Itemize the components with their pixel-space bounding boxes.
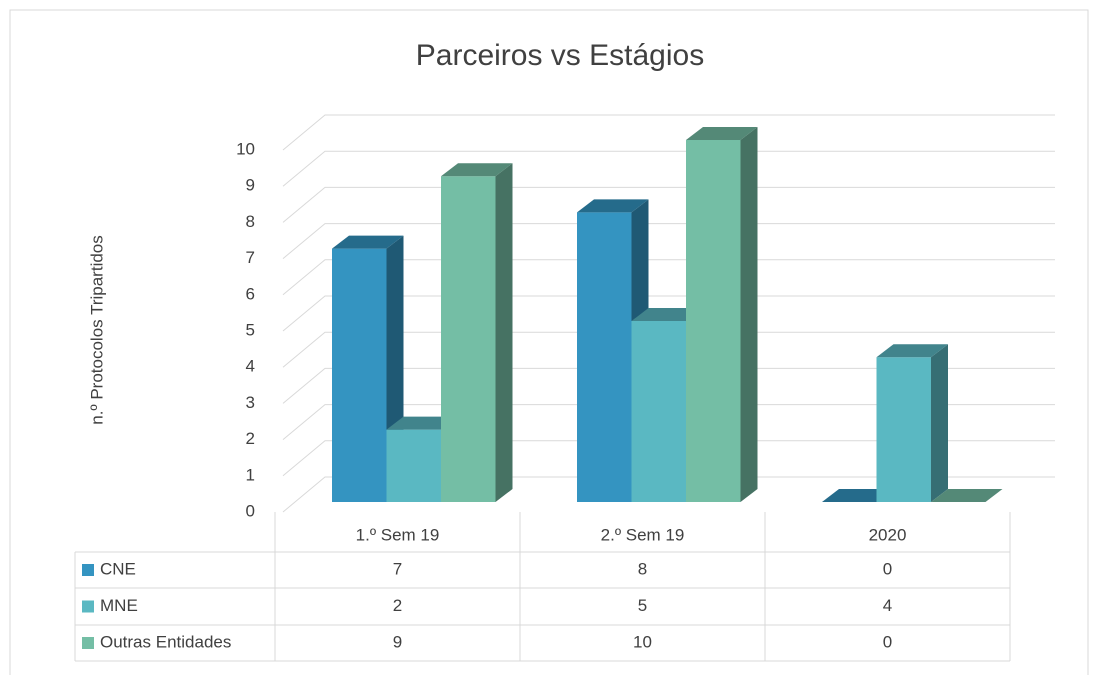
x-tick-label: 1.º Sem 19 [356,525,440,544]
table-value: 10 [633,632,652,651]
y-tick-label: 3 [246,393,255,412]
bar-front [686,140,741,502]
bar [686,127,758,502]
bar-top [631,308,703,321]
table-value: 8 [638,559,647,578]
chart-border [9,9,1089,680]
grid-line [282,404,1055,440]
bar-top [577,199,649,213]
bar-top [931,489,1003,502]
legend-key [82,600,94,613]
grid-line [282,440,1055,477]
table-value: 2 [393,596,402,615]
bar-front [577,212,632,502]
y-axis-label: n.º Protocolos Tripartidos [87,235,106,425]
bar-top [386,416,458,430]
bar-side [495,163,513,502]
y-tick-label: 8 [246,212,255,231]
grid-line [282,476,1055,513]
grid-line [282,223,1055,259]
grid-line [282,367,1055,404]
x-tick-label: 2020 [869,525,907,544]
grid-line [282,331,1055,368]
grid-line [282,114,1055,151]
y-tick-label: 6 [246,284,255,303]
legend-label: MNE [100,596,138,615]
y-tick-label: 0 [246,501,255,520]
bar-top [686,127,758,140]
bar-front [631,321,686,502]
y-tick-label: 7 [246,248,255,267]
table-value: 0 [883,559,892,578]
legend-key [82,637,94,649]
y-tick-label: 10 [236,139,255,158]
bar-front [386,429,441,502]
grid-line [282,150,1055,187]
legend-label: CNE [100,559,136,578]
legend-key [82,564,94,576]
bar [876,344,948,502]
bar-top [332,235,404,249]
y-tick-label: 9 [246,176,255,195]
y-tick-label: 1 [246,465,255,484]
y-tick-label: 2 [246,429,255,448]
bar [931,489,1003,502]
bar-side [931,344,948,502]
legend-label: Outras Entidades [100,632,231,651]
x-tick-label: 2.º Sem 19 [601,525,685,544]
grid-line [282,259,1055,296]
bar [332,235,404,502]
table-value: 4 [883,596,892,615]
bar-side [740,127,758,502]
chart-title: Parceiros vs Estágios [416,39,704,72]
table-value: 0 [883,632,892,651]
bar-front [332,248,387,502]
bar-top [441,163,513,177]
grid-line [282,295,1055,332]
bar-front [441,176,496,502]
bar-front [876,357,931,502]
bar-top [876,344,948,358]
bar [822,489,894,502]
y-tick-label: 4 [246,357,255,376]
table-value: 9 [393,632,402,651]
table-value: 7 [393,559,402,578]
y-tick-label: 5 [246,320,255,339]
grid-line [282,186,1055,223]
bar-top [822,489,894,502]
bar [441,163,513,502]
table-value: 5 [638,596,647,615]
